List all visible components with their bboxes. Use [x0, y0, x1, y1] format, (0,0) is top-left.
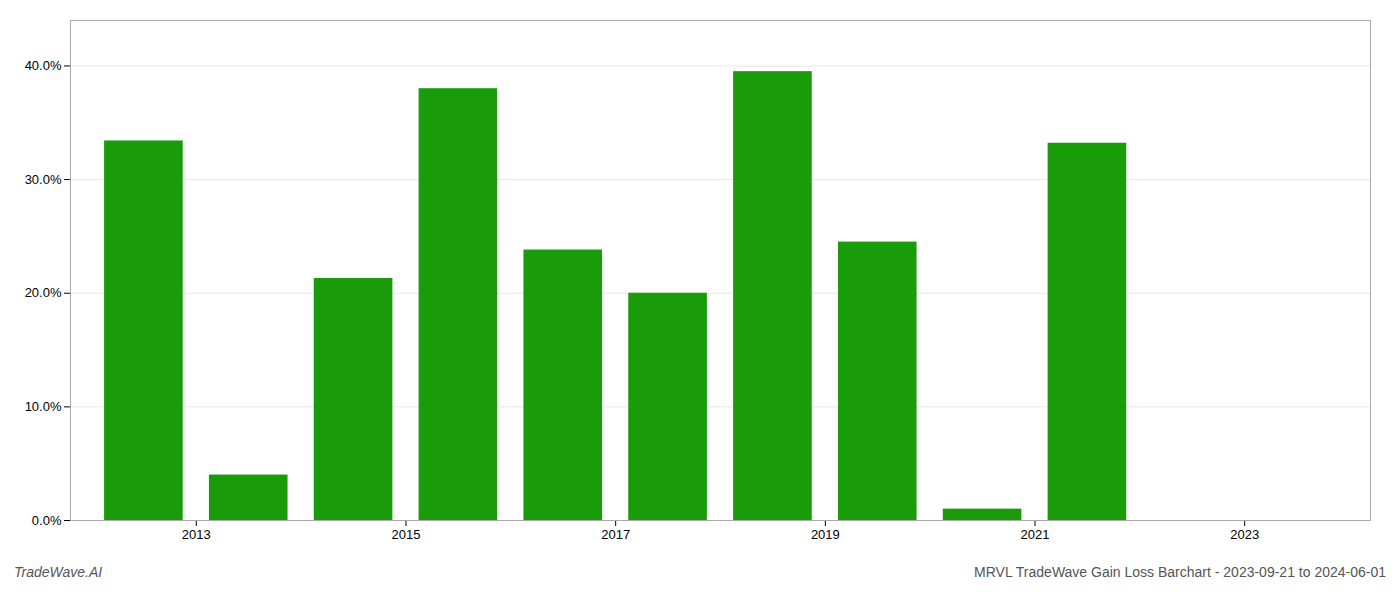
svg-text:0.0%: 0.0%	[32, 513, 62, 528]
svg-text:30.0%: 30.0%	[25, 172, 62, 187]
svg-text:40.0%: 40.0%	[25, 58, 62, 73]
svg-text:2013: 2013	[182, 527, 211, 542]
html-text:TradeWave.AI: TradeWave.AI	[14, 564, 103, 580]
svg-text:2017: 2017	[601, 527, 630, 542]
svg-text:2021: 2021	[1021, 527, 1050, 542]
svg-text:20.0%: 20.0%	[25, 285, 62, 300]
svg-text:2023: 2023	[1230, 527, 1259, 542]
html-text:MRVL TradeWave Gain Loss Barch: MRVL TradeWave Gain Loss Barchart - 2023…	[974, 564, 1386, 580]
svg-text:10.0%: 10.0%	[25, 399, 62, 414]
svg-text:2019: 2019	[811, 527, 840, 542]
svg-text:2015: 2015	[392, 527, 421, 542]
